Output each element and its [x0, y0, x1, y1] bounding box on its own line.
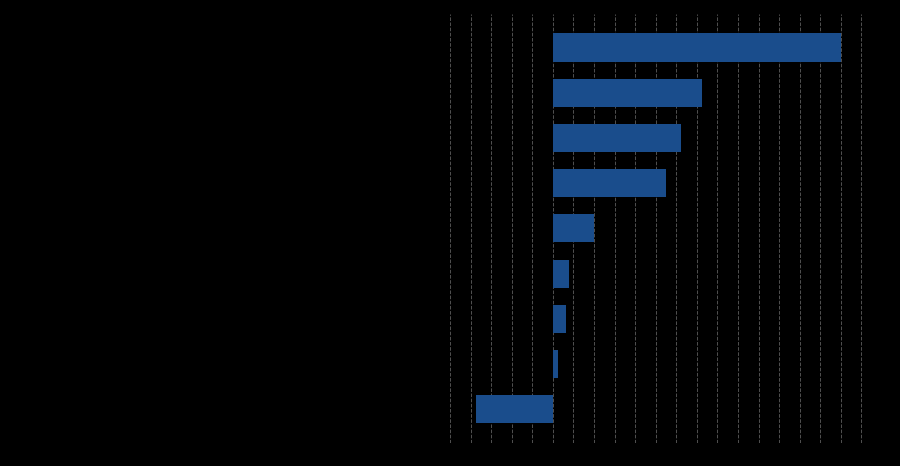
Bar — [553, 350, 558, 378]
Bar — [553, 34, 841, 62]
Bar — [553, 305, 566, 333]
Bar — [553, 214, 594, 242]
Bar — [553, 260, 570, 288]
Bar — [553, 124, 681, 152]
Bar — [553, 79, 702, 107]
Bar — [553, 169, 666, 197]
Bar — [476, 395, 553, 423]
